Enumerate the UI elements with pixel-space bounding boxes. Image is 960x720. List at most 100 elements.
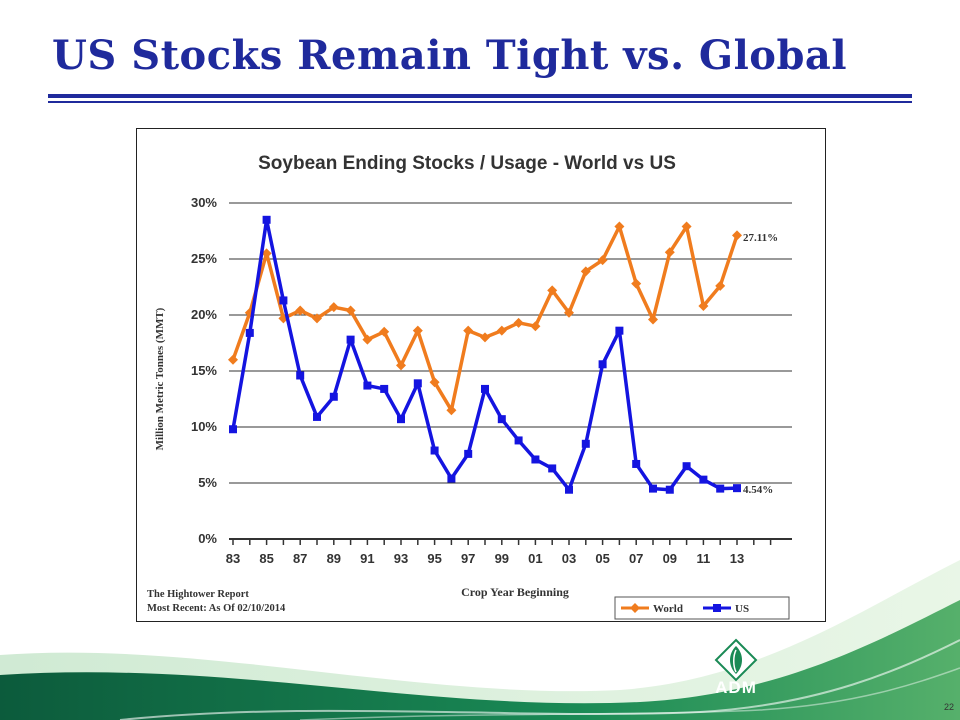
x-tick-label: 97 — [461, 551, 475, 566]
data-point-us — [447, 474, 456, 483]
source-line-2: Most Recent: As Of 02/10/2014 — [147, 603, 286, 614]
x-tick-label: 89 — [327, 551, 341, 566]
x-tick-label: 83 — [226, 551, 240, 566]
data-point-world — [496, 325, 507, 336]
data-point-us — [699, 475, 708, 484]
data-point-world — [631, 278, 642, 289]
y-tick-label: 20% — [191, 307, 217, 322]
data-point-world — [362, 334, 373, 345]
x-tick-label: 03 — [562, 551, 576, 566]
data-point-us — [514, 436, 523, 445]
data-point-world — [530, 321, 541, 332]
data-point-world — [732, 230, 742, 241]
data-point-world — [412, 325, 423, 336]
data-point-us — [581, 439, 590, 448]
data-point-us — [363, 381, 372, 390]
data-point-us — [598, 360, 607, 369]
data-point-world — [664, 247, 675, 258]
y-tick-label: 5% — [198, 475, 217, 490]
data-point-world — [547, 285, 558, 296]
legend-world-label: World — [653, 603, 683, 615]
legend-us-label: US — [735, 603, 749, 615]
page-number: 22 — [943, 702, 954, 712]
x-tick-label: 11 — [697, 551, 711, 566]
soybean-chart: Soybean Ending Stocks / Usage - World vs… — [147, 153, 792, 620]
data-point-us — [481, 384, 489, 393]
data-point-world — [597, 255, 608, 266]
x-tick-label: 05 — [595, 551, 609, 566]
data-point-world — [379, 326, 390, 337]
x-tick-label: 87 — [293, 551, 307, 566]
data-point-world — [614, 221, 625, 232]
data-point-us — [245, 328, 254, 337]
data-point-us — [313, 412, 321, 421]
grid-lines — [229, 202, 792, 540]
x-tick-label: 07 — [629, 551, 643, 566]
data-point-world — [463, 325, 474, 336]
data-point-us — [615, 326, 624, 335]
data-point-world — [580, 266, 591, 277]
legend: World US — [614, 596, 790, 620]
data-point-us — [565, 485, 573, 494]
data-point-us — [413, 379, 422, 388]
data-point-world — [564, 307, 574, 318]
x-axis-label: Crop Year Beginning — [461, 585, 569, 599]
x-tick-label: 95 — [427, 551, 441, 566]
data-point-us — [497, 415, 506, 424]
legend-us-marker — [713, 604, 721, 612]
data-point-us — [229, 425, 237, 434]
annotation-world-latest: 27.11% — [743, 232, 778, 244]
x-tick-label: 01 — [528, 551, 542, 566]
chart-title: Soybean Ending Stocks / Usage - World vs… — [258, 153, 676, 174]
data-point-world — [261, 248, 272, 259]
y-tick-label: 0% — [198, 531, 217, 546]
title-rule-thick — [48, 94, 912, 98]
data-point-us — [279, 296, 288, 305]
data-point-world — [429, 377, 440, 388]
series-world-line — [231, 224, 739, 412]
title-rule-thin — [48, 101, 912, 103]
x-tick-label: 85 — [259, 551, 273, 566]
x-tick-label: 91 — [360, 551, 374, 566]
data-point-world — [228, 354, 238, 365]
y-tick-label: 10% — [191, 419, 217, 434]
data-point-world — [312, 313, 322, 324]
annotation-us-latest: 4.54% — [743, 484, 773, 496]
y-tick-label: 15% — [191, 363, 217, 378]
y-tick-label: 25% — [191, 251, 217, 266]
data-point-us — [716, 484, 725, 493]
x-tick-label: 93 — [394, 551, 408, 566]
x-tick-label: 13 — [730, 551, 744, 566]
slide-title: US Stocks Remain Tight vs. Global — [52, 32, 848, 79]
data-point-world — [480, 332, 490, 343]
data-point-world — [698, 301, 709, 312]
data-point-us — [397, 415, 405, 424]
x-tick-labels: 83 85 87 89 91 93 95 97 99 01 03 05 07 09 11 13 — [226, 551, 744, 566]
series-us-line — [231, 218, 738, 492]
x-axis — [232, 539, 772, 545]
data-point-world — [513, 317, 524, 328]
x-tick-label: 09 — [663, 551, 677, 566]
data-point-us — [531, 455, 540, 464]
data-point-world — [648, 314, 658, 325]
source-line-1: The Hightower Report — [147, 589, 249, 600]
data-point-us — [632, 459, 641, 468]
legend-world-marker — [630, 603, 640, 613]
y-tick-labels: 0% 5% 10% 15% 20% 25% 30% — [191, 195, 217, 546]
data-point-world — [345, 305, 356, 316]
data-point-us — [380, 384, 389, 393]
data-point-us — [430, 446, 439, 455]
data-point-us — [262, 215, 271, 224]
data-point-us — [649, 484, 657, 493]
data-point-us — [665, 485, 674, 494]
data-point-us — [733, 484, 741, 493]
chart-container: Soybean Ending Stocks / Usage - World vs… — [136, 128, 826, 622]
series-world — [228, 221, 742, 416]
adm-logo-icon — [714, 638, 758, 682]
data-point-world — [446, 405, 457, 416]
series-us — [229, 215, 741, 494]
y-tick-label: 30% — [191, 195, 217, 210]
data-point-world — [681, 221, 692, 232]
data-point-world — [715, 280, 726, 291]
x-tick-label: 99 — [495, 551, 509, 566]
